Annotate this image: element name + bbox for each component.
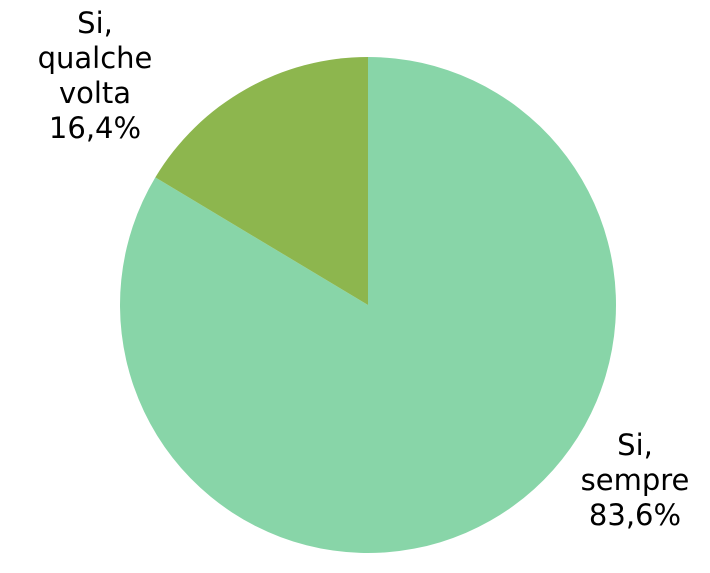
slice-label-line: sempre xyxy=(580,463,690,497)
slice-value-label: 16,4% xyxy=(48,111,142,145)
pie-slice-si-sempre xyxy=(119,57,616,553)
pie-slice-si-qualche-volta xyxy=(155,57,368,305)
slice-label-si-qualche-volta: Si, qualche volta 16,4% xyxy=(20,6,170,146)
slice-label-line: qualche xyxy=(37,41,153,75)
slice-label-line: Si, xyxy=(617,428,653,462)
slice-value-label: 83,6% xyxy=(588,498,682,532)
slice-label-line: volta xyxy=(58,76,132,110)
slice-label-si-sempre: Si, sempre 83,6% xyxy=(560,428,710,533)
slice-label-line: Si, xyxy=(77,6,113,40)
